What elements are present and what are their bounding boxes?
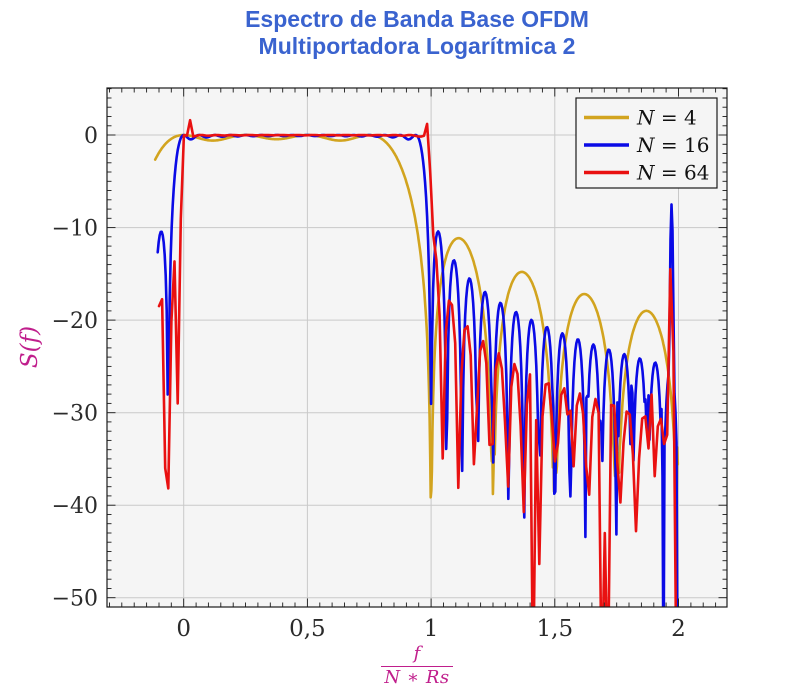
fraction-numerator: f bbox=[413, 643, 421, 664]
x-tick-label: 0 bbox=[176, 616, 191, 642]
x-tick-label: 1 bbox=[424, 616, 439, 642]
chart-title: Espectro de Banda Base OFDM Multiportado… bbox=[107, 6, 727, 60]
y-tick-label: 0 bbox=[84, 124, 98, 149]
y-tick-label: −10 bbox=[52, 217, 98, 242]
x-tick-label: 2 bbox=[671, 616, 686, 642]
x-tick-label: 1,5 bbox=[537, 616, 574, 642]
y-tick-label: −20 bbox=[52, 309, 98, 334]
fraction-denominator: N ∗ Rs bbox=[384, 666, 450, 688]
legend-label-N4: N = 4 bbox=[636, 106, 697, 130]
y-tick-label: −50 bbox=[52, 587, 98, 612]
axis-ticks bbox=[107, 88, 727, 608]
curve-N64 bbox=[157, 118, 678, 607]
legend-label-N64: N = 64 bbox=[636, 161, 709, 185]
legend: N = 4 N = 16 N = 64 bbox=[575, 97, 718, 189]
fraction-bar bbox=[381, 665, 453, 667]
y-axis-label: S(f) bbox=[17, 325, 43, 369]
chart-title-line1: Espectro de Banda Base OFDM bbox=[245, 6, 589, 32]
series-curves bbox=[153, 118, 680, 607]
legend-label-N16: N = 16 bbox=[636, 133, 709, 157]
x-axis-label: f N ∗ Rs bbox=[107, 643, 727, 688]
chart-title-line2: Multiportadora Logarítmica 2 bbox=[258, 33, 576, 59]
y-tick-label: −40 bbox=[52, 494, 98, 519]
x-tick-label: 0,5 bbox=[289, 616, 326, 642]
x-axis-fraction: f N ∗ Rs bbox=[381, 643, 453, 688]
y-tick-label: −30 bbox=[52, 402, 98, 427]
